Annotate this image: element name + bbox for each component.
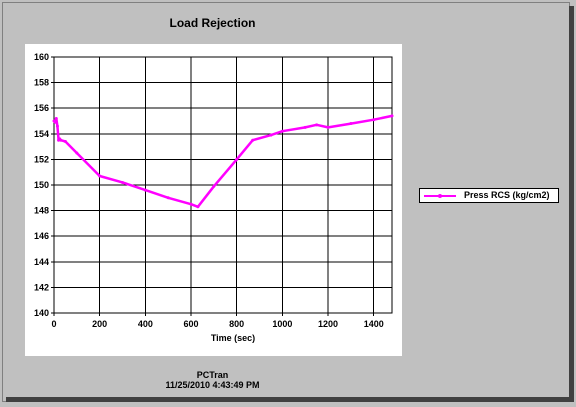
- y-tick-label: 142: [34, 282, 49, 292]
- y-tick-label: 154: [34, 129, 49, 139]
- data-point: [166, 196, 170, 200]
- footer: PCTran 11/25/2010 4:43:49 PM: [100, 370, 325, 390]
- data-point: [121, 180, 125, 184]
- x-axis-label: Time (sec): [211, 333, 255, 343]
- x-tick-label: 0: [51, 319, 56, 329]
- data-point: [269, 133, 273, 137]
- window-shadow-right: [569, 6, 574, 402]
- data-point: [280, 129, 284, 133]
- y-tick-label: 144: [34, 257, 49, 267]
- x-tick-label: 600: [184, 319, 199, 329]
- data-point: [59, 138, 63, 142]
- footer-timestamp: 11/25/2010 4:43:49 PM: [165, 380, 260, 390]
- y-tick-label: 148: [34, 206, 49, 216]
- data-point: [212, 184, 216, 188]
- data-point: [54, 116, 58, 120]
- x-tick-label: 1200: [318, 319, 338, 329]
- legend-label: Press RCS (kg/cm2): [464, 190, 550, 200]
- y-tick-label: 140: [34, 308, 49, 318]
- window-shadow-bottom: [6, 397, 574, 402]
- x-tick-label: 1000: [272, 319, 292, 329]
- data-point: [189, 202, 193, 206]
- data-point: [251, 138, 255, 142]
- x-tick-label: 1400: [364, 319, 384, 329]
- y-tick-label: 158: [34, 78, 49, 88]
- legend: Press RCS (kg/cm2): [419, 188, 559, 203]
- x-tick-label: 800: [229, 319, 244, 329]
- data-point: [235, 157, 239, 161]
- footer-app-name: PCTran: [196, 370, 229, 380]
- data-point: [55, 124, 59, 128]
- data-point: [303, 125, 307, 129]
- data-point: [53, 120, 57, 124]
- data-point: [349, 122, 353, 126]
- legend-marker: [438, 194, 442, 198]
- x-tick-label: 200: [92, 319, 107, 329]
- x-tick-label: 400: [138, 319, 153, 329]
- series-line: [53, 114, 393, 209]
- data-point: [390, 114, 394, 118]
- plot-background: [25, 44, 402, 356]
- y-tick-label: 150: [34, 180, 49, 190]
- data-point: [372, 118, 376, 122]
- data-point: [143, 188, 147, 192]
- y-tick-label: 146: [34, 231, 49, 241]
- data-point: [315, 123, 319, 127]
- data-point: [196, 205, 200, 209]
- data-point: [326, 125, 330, 129]
- data-point: [75, 151, 79, 155]
- y-tick-label: 156: [34, 103, 49, 113]
- chart-title: Load Rejection: [169, 16, 256, 30]
- y-tick-label: 152: [34, 154, 49, 164]
- data-point: [98, 174, 102, 178]
- y-tick-label: 160: [34, 52, 49, 62]
- data-point: [63, 139, 67, 143]
